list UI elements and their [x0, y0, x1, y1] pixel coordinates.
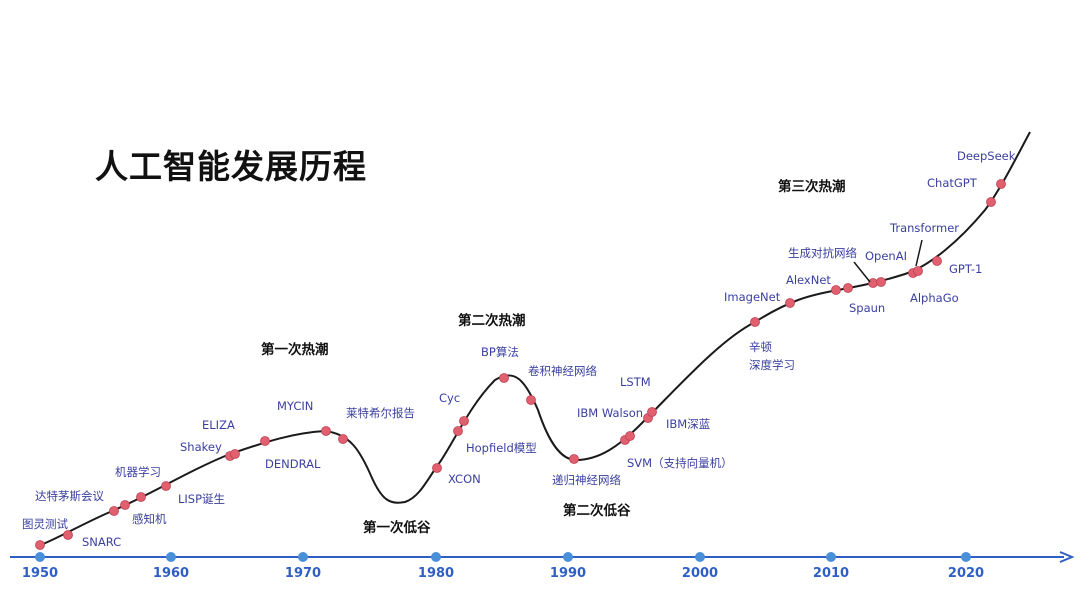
event-label: Transformer — [889, 221, 959, 235]
axis-tick-dot — [563, 552, 573, 562]
axis-tick-dot — [826, 552, 836, 562]
event-dot — [526, 395, 536, 405]
event-label: DENDRAL — [265, 457, 321, 471]
event-label: Hopfield模型 — [466, 441, 537, 455]
axis-year-label: 1950 — [22, 566, 58, 581]
event-label: 图灵测试 — [22, 517, 68, 531]
event-dot — [876, 277, 886, 287]
event-dot — [785, 298, 795, 308]
axis-year-label: 1970 — [285, 566, 321, 581]
event-dot — [868, 278, 878, 288]
event-label: 莱特希尔报告 — [346, 406, 415, 420]
axis — [10, 551, 1075, 563]
phase-label: 第三次热潮 — [778, 178, 846, 195]
axis-ticks: 1950 1960 1970 1980 1990 2000 2010 2020 — [22, 552, 984, 581]
event-label: 递归神经网络 — [552, 473, 621, 487]
event-dot — [913, 266, 923, 276]
event-label: AlexNet — [786, 273, 831, 287]
event-dot — [569, 454, 579, 464]
event-dot — [35, 540, 45, 550]
event-dot — [136, 492, 146, 502]
event-label: ELIZA — [202, 418, 235, 432]
event-label: MYCIN — [277, 399, 313, 413]
event-dot — [260, 436, 270, 446]
axis-tick-dot — [695, 552, 705, 562]
event-label: 达特茅斯会议 — [35, 489, 104, 503]
event-label: Shakey — [180, 440, 222, 454]
event-dot — [831, 285, 841, 295]
event-dot — [161, 481, 171, 491]
axis-year-label: 2000 — [682, 566, 718, 581]
phase-label: 第二次低谷 — [563, 502, 631, 519]
event-label: GPT-1 — [949, 262, 982, 276]
leader-line — [915, 239, 923, 267]
event-dot — [459, 416, 469, 426]
event-label: IBM深蓝 — [666, 417, 710, 431]
event-dot — [932, 256, 942, 266]
event-label: 机器学习 — [115, 465, 161, 479]
axis-tick-dot — [431, 552, 441, 562]
event-dot — [230, 449, 240, 459]
event-label: DeepSeek — [957, 149, 1016, 163]
event-label: 卷积神经网络 — [528, 364, 597, 378]
event-label: Cyc — [439, 391, 460, 405]
axis-tick-dot — [166, 552, 176, 562]
label-leaders — [853, 239, 923, 283]
event-label: XCON — [448, 472, 481, 486]
event-dot — [109, 506, 119, 516]
axis-year-label: 1960 — [153, 566, 189, 581]
event-label: LISP诞生 — [178, 492, 225, 506]
event-dot — [986, 197, 996, 207]
event-label: SNARC — [82, 535, 121, 549]
page-title: 人工智能发展历程 — [95, 147, 367, 186]
development-curve — [37, 131, 1031, 547]
axis-year-label: 2020 — [948, 566, 984, 581]
event-dot — [750, 317, 760, 327]
event-label: 生成对抗网络 — [788, 246, 857, 260]
leader-line — [853, 261, 871, 283]
event-dot — [453, 426, 463, 436]
event-label: AlphaGo — [910, 291, 959, 305]
axis-year-label: 1980 — [418, 566, 454, 581]
axis-tick-dot — [35, 552, 45, 562]
event-dot — [499, 373, 509, 383]
axis-arrow-icon — [1059, 551, 1075, 563]
axis-year-label: 2010 — [813, 566, 849, 581]
event-dots — [35, 179, 1006, 550]
event-label: 辛顿 — [749, 340, 772, 354]
axis-year-label: 1990 — [550, 566, 586, 581]
event-dot — [647, 407, 657, 417]
event-label: LSTM — [620, 375, 651, 389]
axis-tick-dot — [298, 552, 308, 562]
event-label: OpenAI — [865, 249, 907, 263]
event-label: Spaun — [849, 301, 885, 315]
event-label: IBM Walson — [577, 406, 643, 420]
event-label: BP算法 — [481, 345, 519, 359]
event-dot — [432, 463, 442, 473]
axis-tick-dot — [961, 552, 971, 562]
event-label: SVM（支持向量机） — [627, 456, 733, 470]
event-label: 感知机 — [132, 512, 167, 526]
event-label: ImageNet — [724, 290, 781, 304]
event-dot — [321, 426, 331, 436]
event-dot — [63, 530, 73, 540]
event-dot — [996, 179, 1006, 189]
event-dot — [338, 434, 348, 444]
phase-label: 第一次低谷 — [363, 519, 431, 536]
event-label: 深度学习 — [749, 358, 795, 372]
phase-label: 第一次热潮 — [261, 341, 329, 358]
phase-label: 第二次热潮 — [458, 312, 526, 329]
event-dot — [843, 283, 853, 293]
event-dot — [120, 500, 130, 510]
event-dot — [625, 431, 635, 441]
event-label: ChatGPT — [927, 176, 978, 190]
